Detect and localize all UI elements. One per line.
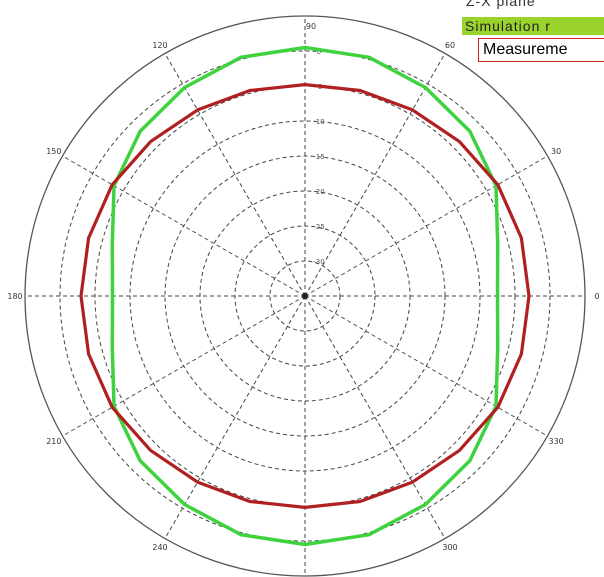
series-line-simulation — [110, 45, 500, 547]
angle-tick-label: 330 — [549, 437, 564, 446]
grid-spoke — [304, 295, 446, 539]
radial-tick-label: -20 — [313, 188, 324, 196]
polar-grid — [24, 15, 586, 577]
radial-tick-label: -30 — [313, 258, 324, 266]
outer-ring — [24, 15, 586, 577]
grid-spoke — [304, 155, 548, 297]
legend-title: Z-X plane — [466, 0, 536, 9]
angle-tick-label: 210 — [46, 437, 61, 446]
angle-tick-label: 120 — [152, 41, 167, 50]
legend-entry-measurement: Measureme — [478, 38, 604, 62]
angle-tick-label: 90 — [306, 22, 316, 31]
angle-tick-label: 240 — [152, 543, 167, 552]
radial-tick-label: -10 — [313, 118, 324, 126]
center-dot — [302, 293, 308, 299]
radial-tick-label: -15 — [313, 153, 324, 161]
series-line-measurement — [79, 82, 531, 509]
grid-spoke — [304, 53, 446, 297]
angle-tick-label: 180 — [7, 292, 22, 301]
grid-spoke — [164, 53, 306, 297]
radial-tick-label: -25 — [313, 223, 324, 231]
angle-tick-label: 30 — [551, 147, 561, 156]
tick-labels: 90603003303002702402101801501200-5-10-15… — [7, 22, 599, 552]
grid-spoke — [62, 295, 306, 437]
grid-spoke — [304, 295, 548, 437]
angle-tick-label: 150 — [46, 147, 61, 156]
series-lines — [79, 45, 531, 547]
angle-tick-label: 0 — [594, 292, 599, 301]
angle-tick-label: 60 — [445, 41, 455, 50]
grid-spoke — [164, 295, 306, 539]
legend-entry-simulation: Simulation r — [462, 17, 604, 35]
grid-spoke — [62, 155, 306, 297]
radial-tick-label: 0 — [317, 48, 321, 56]
angle-tick-label: 300 — [442, 543, 457, 552]
